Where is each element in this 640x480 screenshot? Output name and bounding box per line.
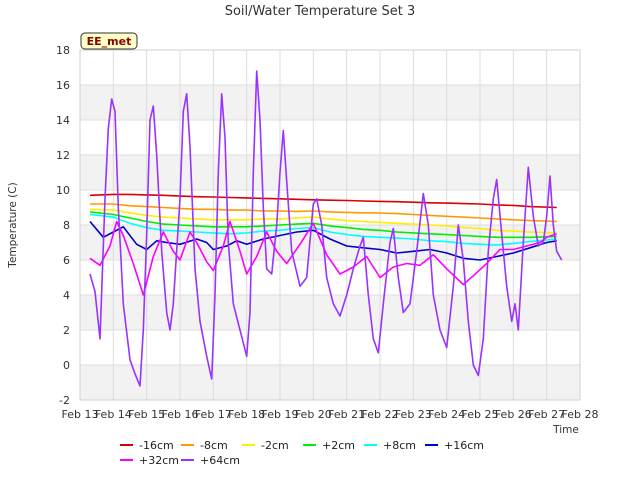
legend-label: +16cm <box>444 439 484 452</box>
series-line <box>90 203 557 223</box>
x-tick-label: Feb 18 <box>228 408 265 421</box>
legend-item: -8cm <box>181 439 228 452</box>
legend-label: -8cm <box>200 439 228 452</box>
x-tick-label: Feb 22 <box>362 408 399 421</box>
y-tick-label: 2 <box>63 324 70 337</box>
x-tick-label: Feb 14 <box>95 408 132 421</box>
legend-label: +32cm <box>139 454 179 467</box>
series-line <box>89 70 563 387</box>
plot-background-bands <box>80 85 580 400</box>
legend-item: +2cm <box>303 439 355 452</box>
x-tick-label: Feb 27 <box>528 408 565 421</box>
y-axis-ticks: -2 0 2 4 6 8 10 12 14 16 18 <box>56 44 70 407</box>
legend-item: -2cm <box>242 439 289 452</box>
legend-label: -16cm <box>139 439 174 452</box>
grid-band <box>80 295 580 330</box>
plot-area <box>79 49 581 401</box>
x-tick-label: Feb 16 <box>162 408 199 421</box>
x-tick-label: Feb 28 <box>562 408 599 421</box>
x-tick-label: Feb 26 <box>495 408 532 421</box>
legend-item: +8cm <box>364 439 416 452</box>
x-tick-label: Feb 20 <box>295 408 332 421</box>
series-lines <box>89 70 563 387</box>
series-line <box>89 220 557 261</box>
legend-item: +32cm <box>120 454 179 467</box>
x-axis-label: Time <box>552 424 579 436</box>
legend-item: +64cm <box>181 454 240 467</box>
grid-band <box>80 155 580 190</box>
y-tick-label: 10 <box>56 184 70 197</box>
grid-band <box>80 85 580 120</box>
x-tick-label: Feb 21 <box>328 408 365 421</box>
x-tick-label: Feb 19 <box>262 408 299 421</box>
x-tick-label: Feb 15 <box>128 408 165 421</box>
y-tick-label: 4 <box>63 289 70 302</box>
legend: -16cm -8cm -2cm +2cm +8cm +16cm +32cm +64cm <box>120 439 484 467</box>
x-tick-label: Feb 23 <box>395 408 432 421</box>
x-tick-label: Feb 25 <box>462 408 499 421</box>
legend-item: +16cm <box>425 439 484 452</box>
y-axis-label: Temperature (C) <box>7 182 19 268</box>
y-tick-label: 0 <box>63 359 70 372</box>
y-tick-label: 16 <box>56 79 70 92</box>
legend-label: +64cm <box>200 454 240 467</box>
legend-label: +2cm <box>322 439 355 452</box>
grid-band <box>80 365 580 400</box>
series-line <box>89 208 557 234</box>
y-tick-label: 8 <box>63 219 70 232</box>
chart-title: Soil/Water Temperature Set 3 <box>225 4 416 19</box>
y-tick-label: 18 <box>56 44 70 57</box>
y-tick-label: 14 <box>56 114 70 127</box>
x-tick-label: Feb 13 <box>62 408 99 421</box>
series-line <box>89 220 557 296</box>
legend-item: -16cm <box>120 439 174 452</box>
y-tick-label: 6 <box>63 254 70 267</box>
site-tag-label: EE_met <box>87 35 132 48</box>
site-tag: EE_met <box>80 32 138 50</box>
series-line <box>89 193 557 209</box>
legend-label: -2cm <box>261 439 289 452</box>
legend-label: +8cm <box>383 439 416 452</box>
y-tick-label: 12 <box>56 149 70 162</box>
x-tick-label: Feb 24 <box>428 408 465 421</box>
x-tick-label: Feb 17 <box>195 408 232 421</box>
y-tick-label: -2 <box>59 394 70 407</box>
